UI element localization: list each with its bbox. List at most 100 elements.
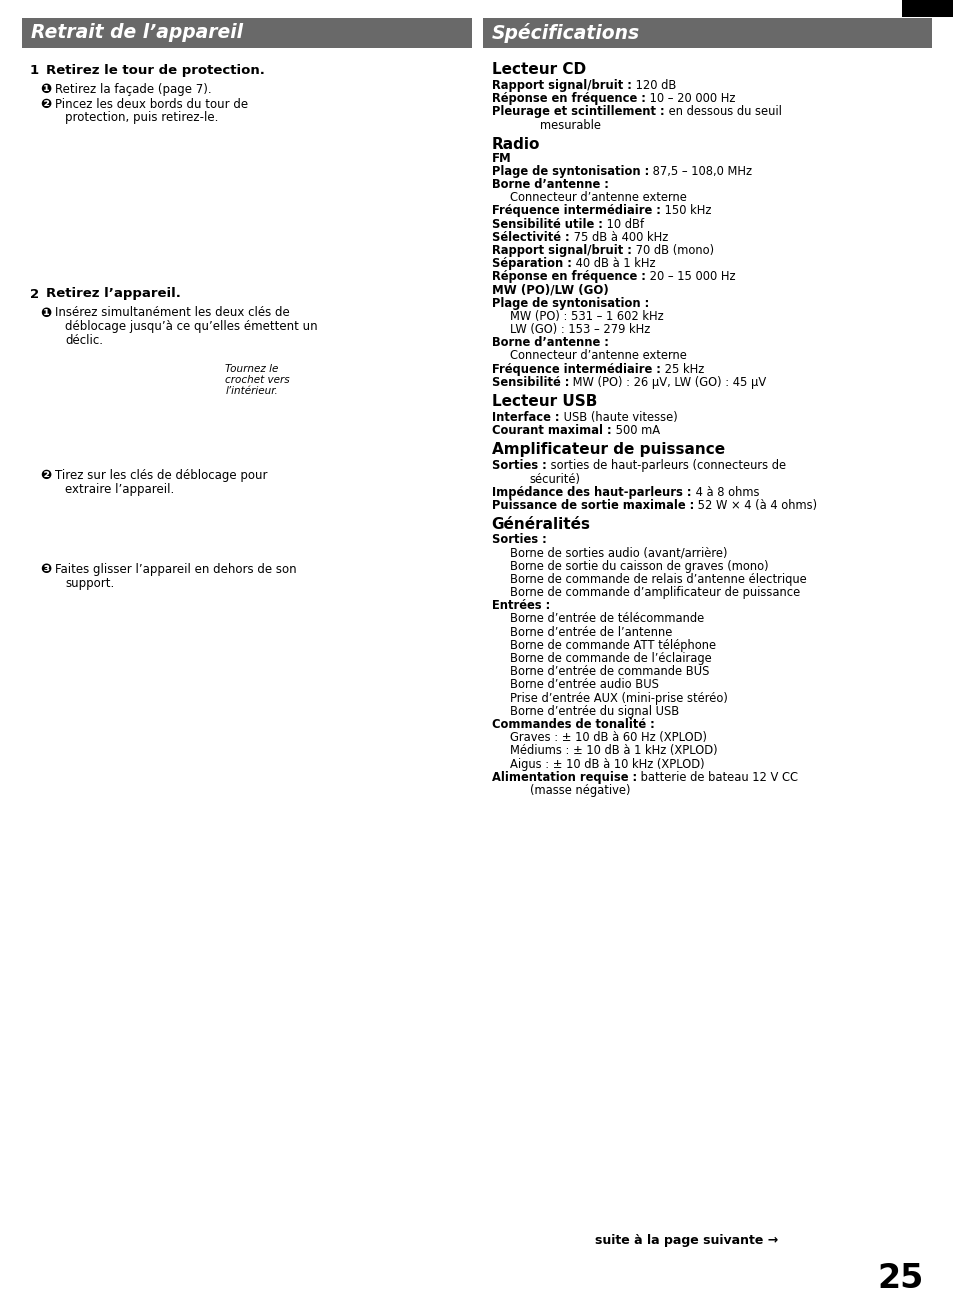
Text: Connecteur d’antenne externe: Connecteur d’antenne externe xyxy=(509,192,686,204)
Text: Plage de syntonisation :: Plage de syntonisation : xyxy=(491,164,648,177)
Text: (masse négative): (masse négative) xyxy=(529,784,629,797)
Text: Fréquence intermédiaire :: Fréquence intermédiaire : xyxy=(491,204,659,217)
Text: Fréquence intermédiaire :: Fréquence intermédiaire : xyxy=(491,362,659,375)
Text: Spécifications: Spécifications xyxy=(491,23,639,43)
Text: Pleurage et scintillement :: Pleurage et scintillement : xyxy=(491,105,663,118)
Text: Sensibilité utile :: Sensibilité utile : xyxy=(491,217,601,230)
Text: ❷: ❷ xyxy=(40,97,51,110)
Text: sécurité): sécurité) xyxy=(529,472,580,485)
Text: Borne de commande ATT téléphone: Borne de commande ATT téléphone xyxy=(509,639,715,652)
Text: Radio: Radio xyxy=(491,137,539,151)
Text: ❶: ❶ xyxy=(40,307,51,320)
Text: 20 – 15 000 Hz: 20 – 15 000 Hz xyxy=(645,270,735,283)
Text: Séparation :: Séparation : xyxy=(491,258,571,270)
Text: 120 dB: 120 dB xyxy=(632,79,676,92)
Text: Généralités: Généralités xyxy=(491,518,590,532)
Text: LW (GO) : 153 – 279 kHz: LW (GO) : 153 – 279 kHz xyxy=(509,324,649,336)
Text: Insérez simultanément les deux clés de: Insérez simultanément les deux clés de xyxy=(55,307,290,320)
Text: Lecteur CD: Lecteur CD xyxy=(491,62,585,78)
Text: Sélectivité :: Sélectivité : xyxy=(491,230,569,243)
Bar xyxy=(22,18,472,48)
Text: 4 à 8 ohms: 4 à 8 ohms xyxy=(691,485,759,498)
Text: MW (PO) : 531 – 1 602 kHz: MW (PO) : 531 – 1 602 kHz xyxy=(509,309,662,322)
Text: Borne d’entrée de l’antenne: Borne d’entrée de l’antenne xyxy=(509,625,671,639)
Text: ❶: ❶ xyxy=(40,83,51,96)
Text: 10 dBf: 10 dBf xyxy=(602,217,643,230)
Text: Borne d’antenne :: Borne d’antenne : xyxy=(491,336,608,349)
Text: 25: 25 xyxy=(877,1262,923,1294)
Text: Lecteur USB: Lecteur USB xyxy=(491,393,597,409)
Text: Aigus : ± 10 dB à 10 kHz (XPLOD): Aigus : ± 10 dB à 10 kHz (XPLOD) xyxy=(509,757,703,771)
Text: Rapport signal/bruit :: Rapport signal/bruit : xyxy=(491,245,631,258)
Text: Sorties :: Sorties : xyxy=(491,459,546,472)
Text: 75 dB à 400 kHz: 75 dB à 400 kHz xyxy=(569,230,667,243)
Text: Retirez la façade (page 7).: Retirez la façade (page 7). xyxy=(55,83,212,96)
Text: Rapport signal/bruit :: Rapport signal/bruit : xyxy=(491,79,631,92)
Text: Pincez les deux bords du tour de: Pincez les deux bords du tour de xyxy=(55,97,248,110)
Text: Borne de commande d’amplificateur de puissance: Borne de commande d’amplificateur de pui… xyxy=(509,586,799,599)
Text: Borne d’antenne :: Borne d’antenne : xyxy=(491,179,608,192)
Text: mesurable: mesurable xyxy=(539,119,600,132)
Text: FM: FM xyxy=(491,151,511,164)
Text: Alimentation requise :: Alimentation requise : xyxy=(491,771,636,784)
Text: 500 mA: 500 mA xyxy=(611,424,659,437)
Text: Borne d’entrée audio BUS: Borne d’entrée audio BUS xyxy=(509,678,658,691)
Text: protection, puis retirez-le.: protection, puis retirez-le. xyxy=(65,111,218,124)
Text: 2: 2 xyxy=(30,287,39,300)
Text: MW (PO) : 26 μV, LW (GO) : 45 μV: MW (PO) : 26 μV, LW (GO) : 45 μV xyxy=(569,375,766,388)
Text: Réponse en fréquence :: Réponse en fréquence : xyxy=(491,92,645,105)
Text: Plage de syntonisation :: Plage de syntonisation : xyxy=(491,296,648,309)
Text: 87,5 – 108,0 MHz: 87,5 – 108,0 MHz xyxy=(649,164,752,177)
Text: Borne d’entrée du signal USB: Borne d’entrée du signal USB xyxy=(509,705,679,718)
Text: Interface :: Interface : xyxy=(491,411,558,424)
Text: Borne de sortie du caisson de graves (mono): Borne de sortie du caisson de graves (mo… xyxy=(509,559,767,573)
Text: Puissance de sortie maximale :: Puissance de sortie maximale : xyxy=(491,499,693,512)
Bar xyxy=(482,18,931,48)
Text: Connecteur d’antenne externe: Connecteur d’antenne externe xyxy=(509,349,686,362)
Text: Réponse en fréquence :: Réponse en fréquence : xyxy=(491,270,645,283)
Text: Graves : ± 10 dB à 60 Hz (XPLOD): Graves : ± 10 dB à 60 Hz (XPLOD) xyxy=(509,731,706,744)
Text: 150 kHz: 150 kHz xyxy=(660,204,711,217)
Text: 70 dB (mono): 70 dB (mono) xyxy=(632,245,714,258)
Text: Tirez sur les clés de déblocage pour: Tirez sur les clés de déblocage pour xyxy=(55,468,267,481)
Text: Borne d’entrée de commande BUS: Borne d’entrée de commande BUS xyxy=(509,665,708,678)
Text: l’intérieur.: l’intérieur. xyxy=(225,386,277,396)
Text: 40 dB à 1 kHz: 40 dB à 1 kHz xyxy=(572,258,655,270)
Text: 10 – 20 000 Hz: 10 – 20 000 Hz xyxy=(645,92,735,105)
Text: Retrait de l’appareil: Retrait de l’appareil xyxy=(31,23,243,43)
Text: Prise d’entrée AUX (mini-prise stéréo): Prise d’entrée AUX (mini-prise stéréo) xyxy=(509,691,726,705)
Text: Impédance des haut-parleurs :: Impédance des haut-parleurs : xyxy=(491,485,690,498)
Text: 52 W × 4 (à 4 ohms): 52 W × 4 (à 4 ohms) xyxy=(694,499,817,512)
Text: Médiums : ± 10 dB à 1 kHz (XPLOD): Médiums : ± 10 dB à 1 kHz (XPLOD) xyxy=(509,744,717,757)
Text: Faites glisser l’appareil en dehors de son: Faites glisser l’appareil en dehors de s… xyxy=(55,563,296,576)
Text: Tournez le: Tournez le xyxy=(225,364,278,374)
Text: Commandes de tonalité :: Commandes de tonalité : xyxy=(491,718,654,731)
Text: Borne d’entrée de télécommande: Borne d’entrée de télécommande xyxy=(509,612,703,625)
Text: crochet vers: crochet vers xyxy=(225,375,290,386)
Text: MW (PO)/LW (GO): MW (PO)/LW (GO) xyxy=(491,283,608,296)
Text: ❷: ❷ xyxy=(40,468,51,481)
Text: Sorties :: Sorties : xyxy=(491,533,546,546)
Text: USB (haute vitesse): USB (haute vitesse) xyxy=(559,411,677,424)
Text: Entrées :: Entrées : xyxy=(491,599,549,612)
Text: Courant maximal :: Courant maximal : xyxy=(491,424,611,437)
Text: extraire l’appareil.: extraire l’appareil. xyxy=(65,483,174,496)
Text: en dessous du seuil: en dessous du seuil xyxy=(664,105,781,118)
Text: 25 kHz: 25 kHz xyxy=(660,362,703,375)
Text: Borne de commande de l’éclairage: Borne de commande de l’éclairage xyxy=(509,652,711,665)
Text: déclic.: déclic. xyxy=(65,334,103,347)
Bar xyxy=(901,0,953,17)
Text: déblocage jusqu’à ce qu’elles émettent un: déblocage jusqu’à ce qu’elles émettent u… xyxy=(65,320,317,333)
Text: Retirez le tour de protection.: Retirez le tour de protection. xyxy=(46,63,265,78)
Text: suite à la page suivante →: suite à la page suivante → xyxy=(595,1234,778,1247)
Text: Amplificateur de puissance: Amplificateur de puissance xyxy=(491,443,724,457)
Text: Retirez l’appareil.: Retirez l’appareil. xyxy=(46,287,181,300)
Text: batterie de bateau 12 V CC: batterie de bateau 12 V CC xyxy=(637,771,798,784)
Text: sorties de haut-parleurs (connecteurs de: sorties de haut-parleurs (connecteurs de xyxy=(546,459,785,472)
Text: Borne de sorties audio (avant/arrière): Borne de sorties audio (avant/arrière) xyxy=(509,546,726,559)
Text: Sensibilité :: Sensibilité : xyxy=(491,375,568,388)
Text: Borne de commande de relais d’antenne électrique: Borne de commande de relais d’antenne él… xyxy=(509,573,805,586)
Text: ❸: ❸ xyxy=(40,563,51,576)
Text: 1: 1 xyxy=(30,63,39,78)
Text: support.: support. xyxy=(65,577,114,590)
